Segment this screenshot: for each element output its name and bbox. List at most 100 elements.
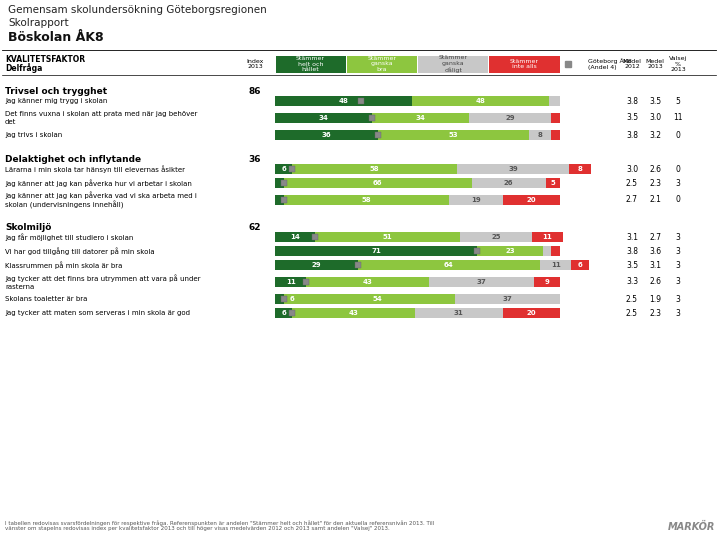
Text: 3: 3 <box>675 179 680 187</box>
Bar <box>292 308 415 318</box>
Text: Lärarna i min skola tar hänsyn till elevernas åsikter: Lärarna i min skola tar hänsyn till elev… <box>5 165 185 173</box>
Bar <box>412 96 549 106</box>
Text: 64: 64 <box>444 262 454 268</box>
Bar <box>457 164 569 174</box>
Text: Delaktighet och inflytande: Delaktighet och inflytande <box>5 156 141 165</box>
Text: Valsej
%
2013: Valsej % 2013 <box>669 56 687 72</box>
Bar <box>528 130 552 140</box>
Bar <box>549 96 560 106</box>
Bar <box>543 246 552 256</box>
Text: Jag känner att jag kan påverka vad vi ska arbeta med i
skolan (undervisningens i: Jag känner att jag kan påverka vad vi sk… <box>5 191 197 209</box>
Bar <box>477 246 543 256</box>
Text: I tabellen redovisas svarsfördelningen för respektive fråga. Referenspunkten är : I tabellen redovisas svarsfördelningen f… <box>5 520 434 531</box>
Text: 1.9: 1.9 <box>649 294 661 303</box>
Bar <box>275 260 358 270</box>
Text: 86: 86 <box>248 87 261 97</box>
Text: 8: 8 <box>577 166 582 172</box>
Text: 5: 5 <box>675 97 680 105</box>
Text: Index
2013: Index 2013 <box>246 59 264 70</box>
Text: Trivsel och trygghet: Trivsel och trygghet <box>5 87 107 97</box>
Text: Stämmer
ganska
bra: Stämmer ganska bra <box>367 56 397 72</box>
Bar <box>275 113 372 123</box>
Text: 2.6: 2.6 <box>649 278 661 287</box>
Text: Skolrapport: Skolrapport <box>8 18 68 28</box>
Bar <box>469 113 552 123</box>
Text: 43: 43 <box>363 279 372 285</box>
Text: 2.6: 2.6 <box>649 165 661 173</box>
Text: 2.5: 2.5 <box>626 294 638 303</box>
Text: 3.2: 3.2 <box>649 131 661 139</box>
Text: Jag trivs i skolan: Jag trivs i skolan <box>5 132 62 138</box>
Text: 6: 6 <box>282 310 286 316</box>
Text: 54: 54 <box>373 296 382 302</box>
Text: 3.6: 3.6 <box>649 246 661 255</box>
Bar <box>275 195 284 205</box>
Bar <box>275 277 306 287</box>
Text: 6: 6 <box>282 166 286 172</box>
Text: 20: 20 <box>527 310 536 316</box>
Text: Klassrummen på min skola är bra: Klassrummen på min skola är bra <box>5 261 122 269</box>
Text: 20: 20 <box>527 197 536 203</box>
Bar <box>534 277 560 287</box>
Text: 39: 39 <box>508 166 518 172</box>
Bar <box>284 294 301 304</box>
Text: 3: 3 <box>675 246 680 255</box>
Text: 11: 11 <box>673 113 683 123</box>
Text: 2.5: 2.5 <box>626 179 638 187</box>
Bar <box>552 130 560 140</box>
Bar <box>415 308 503 318</box>
Text: 3: 3 <box>675 294 680 303</box>
Text: 34: 34 <box>318 115 328 121</box>
Text: 6: 6 <box>289 296 294 302</box>
Text: 51: 51 <box>383 234 392 240</box>
Text: 3.3: 3.3 <box>626 278 638 287</box>
Bar <box>531 232 563 242</box>
Bar <box>377 130 528 140</box>
Bar <box>275 294 284 304</box>
Bar <box>552 246 560 256</box>
Bar <box>275 164 292 174</box>
Text: 26: 26 <box>504 180 513 186</box>
Text: 2.3: 2.3 <box>649 308 661 318</box>
Text: Jag får möjlighet till studiero i skolan: Jag får möjlighet till studiero i skolan <box>5 233 133 241</box>
Text: 3.0: 3.0 <box>649 113 661 123</box>
Text: 2.5: 2.5 <box>626 308 638 318</box>
Text: Stämmer
inte alls: Stämmer inte alls <box>510 59 539 70</box>
Text: 0: 0 <box>675 131 680 139</box>
Bar <box>284 178 472 188</box>
Text: Medel
2012: Medel 2012 <box>623 59 642 70</box>
Text: Medel
2013: Medel 2013 <box>646 59 665 70</box>
Text: 11: 11 <box>286 279 295 285</box>
Bar <box>552 113 560 123</box>
Text: 36: 36 <box>322 132 331 138</box>
Bar <box>306 277 429 287</box>
Text: 53: 53 <box>449 132 458 138</box>
Text: 8: 8 <box>538 132 542 138</box>
Text: 48: 48 <box>475 98 485 104</box>
Text: Delfråga: Delfråga <box>5 63 42 73</box>
Bar <box>372 113 469 123</box>
Text: 37: 37 <box>477 279 487 285</box>
Text: 5: 5 <box>551 180 555 186</box>
Text: 2.3: 2.3 <box>649 179 661 187</box>
Text: Skolans toaletter är bra: Skolans toaletter är bra <box>5 296 87 302</box>
Bar <box>358 260 540 270</box>
Bar <box>347 56 417 72</box>
Text: 37: 37 <box>503 296 512 302</box>
Bar <box>275 130 377 140</box>
Bar <box>315 232 460 242</box>
Text: Jag tycker att det finns bra utrymmen att vara på under
rasterna: Jag tycker att det finns bra utrymmen at… <box>5 274 200 289</box>
Text: Det finns vuxna i skolan att prata med när jag behöver
det: Det finns vuxna i skolan att prata med n… <box>5 111 197 125</box>
Text: 3.5: 3.5 <box>626 260 638 269</box>
Text: 3: 3 <box>675 233 680 241</box>
Bar <box>284 195 449 205</box>
Text: 3: 3 <box>675 308 680 318</box>
Text: 11: 11 <box>542 234 552 240</box>
Bar <box>418 56 488 72</box>
Text: 2.7: 2.7 <box>649 233 661 241</box>
Text: 58: 58 <box>370 166 379 172</box>
Text: 3.5: 3.5 <box>649 97 661 105</box>
Text: Gemensam skolundersökning Göteborgsregionen: Gemensam skolundersökning Göteborgsregio… <box>8 5 266 15</box>
Text: 3.0: 3.0 <box>626 165 638 173</box>
Bar <box>454 294 560 304</box>
